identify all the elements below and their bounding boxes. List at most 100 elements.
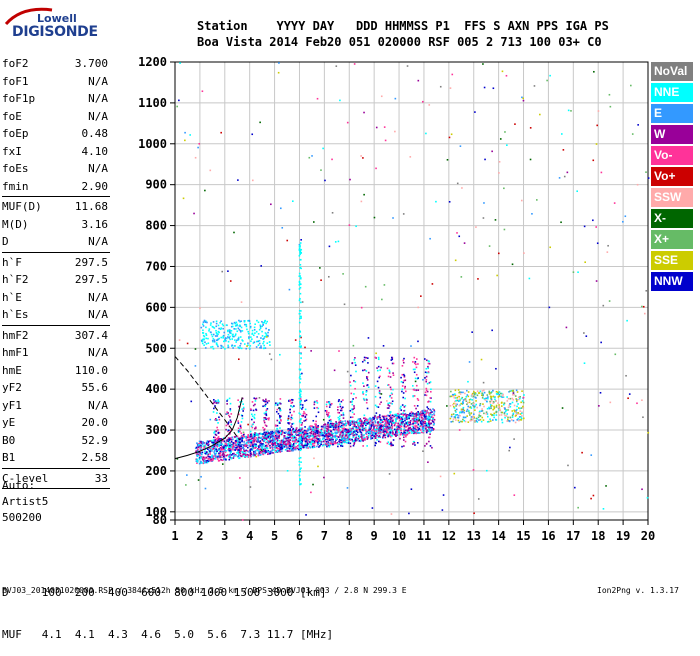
echo-point xyxy=(485,397,487,400)
echo-point xyxy=(320,425,323,428)
x-tick-label: 16 xyxy=(541,529,555,543)
echo-point xyxy=(498,404,500,406)
echo-point xyxy=(392,372,394,374)
echo-point xyxy=(358,420,361,423)
echo-point xyxy=(298,352,301,354)
echo-point xyxy=(311,446,314,448)
echo-point xyxy=(293,439,296,442)
echo-point xyxy=(363,434,365,436)
echo-point xyxy=(301,372,303,375)
echo-point xyxy=(361,439,364,442)
echo-point xyxy=(403,373,405,376)
echo-point xyxy=(308,441,311,443)
echo-point xyxy=(416,412,419,415)
param-row: hmF2 307.4 xyxy=(2,327,110,345)
echo-point xyxy=(267,418,270,421)
echo-point xyxy=(367,357,369,359)
echo-point xyxy=(207,443,209,445)
echo-point xyxy=(371,507,374,509)
echo-point xyxy=(458,414,460,417)
echo-point xyxy=(393,415,395,418)
echo-point xyxy=(239,336,242,338)
echo-point xyxy=(361,438,363,441)
echo-point xyxy=(250,445,253,447)
echo-point xyxy=(221,456,223,459)
echo-point xyxy=(248,337,250,340)
echo-point xyxy=(383,429,386,431)
echo-point xyxy=(549,74,551,77)
echo-point xyxy=(298,441,301,444)
echo-point xyxy=(496,274,498,277)
echo-point xyxy=(387,422,389,425)
echo-point xyxy=(389,419,392,421)
echo-point xyxy=(512,412,515,415)
echo-point xyxy=(473,413,475,416)
param-value: 3.700 xyxy=(74,57,108,70)
echo-point xyxy=(327,437,330,439)
echo-point xyxy=(405,435,407,438)
echo-point xyxy=(378,390,381,392)
echo-point xyxy=(312,439,314,442)
echo-point xyxy=(218,445,220,447)
echo-point xyxy=(323,476,325,479)
echo-point xyxy=(389,435,391,437)
echo-point xyxy=(412,440,415,443)
echo-point xyxy=(206,441,209,444)
echo-point xyxy=(263,449,266,452)
echo-point xyxy=(204,457,207,459)
echo-point xyxy=(240,455,243,458)
echo-point xyxy=(228,447,231,450)
echo-point xyxy=(402,359,405,362)
echo-point xyxy=(316,406,318,409)
echo-point xyxy=(307,429,309,432)
echo-point xyxy=(427,407,430,410)
echo-point xyxy=(395,431,397,433)
echo-point xyxy=(298,377,301,379)
echo-point xyxy=(298,283,301,286)
echo-point xyxy=(374,437,377,439)
echo-point xyxy=(390,441,392,444)
echo-point xyxy=(243,435,245,438)
echo-point xyxy=(353,423,356,426)
echo-point xyxy=(286,239,289,242)
echo-point xyxy=(200,453,203,456)
echo-point xyxy=(245,449,247,452)
echo-point xyxy=(266,342,269,345)
echo-point xyxy=(202,442,205,445)
echo-point xyxy=(213,451,215,453)
echo-point xyxy=(413,432,415,435)
echo-point xyxy=(304,400,306,402)
echo-point xyxy=(250,435,252,437)
echo-point xyxy=(300,248,303,251)
echo-point xyxy=(453,416,456,418)
echo-point xyxy=(519,397,521,400)
echo-point xyxy=(373,435,375,437)
echo-point xyxy=(459,399,461,401)
echo-point xyxy=(514,123,516,125)
echo-point xyxy=(331,437,333,439)
echo-point xyxy=(225,340,227,342)
echo-point xyxy=(392,388,394,391)
echo-point xyxy=(325,435,327,438)
echo-point xyxy=(251,445,253,447)
echo-point xyxy=(327,443,330,445)
echo-point xyxy=(367,421,370,424)
param-row: foEp 0.48 xyxy=(2,125,110,143)
echo-point xyxy=(452,413,455,415)
echo-point xyxy=(356,427,358,429)
y-tick-label: 500 xyxy=(145,341,167,355)
echo-point xyxy=(362,397,365,400)
param-row: foF1 N/A xyxy=(2,73,110,91)
echo-point xyxy=(323,440,326,442)
echo-point xyxy=(298,280,301,283)
echo-point xyxy=(425,427,427,430)
echo-point xyxy=(486,421,489,423)
echo-point xyxy=(217,338,219,341)
echo-point xyxy=(400,431,403,434)
echo-point xyxy=(371,418,374,421)
echo-point xyxy=(257,445,260,447)
echo-point xyxy=(299,373,302,376)
echo-point xyxy=(376,431,378,433)
param-name: B1 xyxy=(2,451,16,464)
echo-point xyxy=(202,329,204,332)
